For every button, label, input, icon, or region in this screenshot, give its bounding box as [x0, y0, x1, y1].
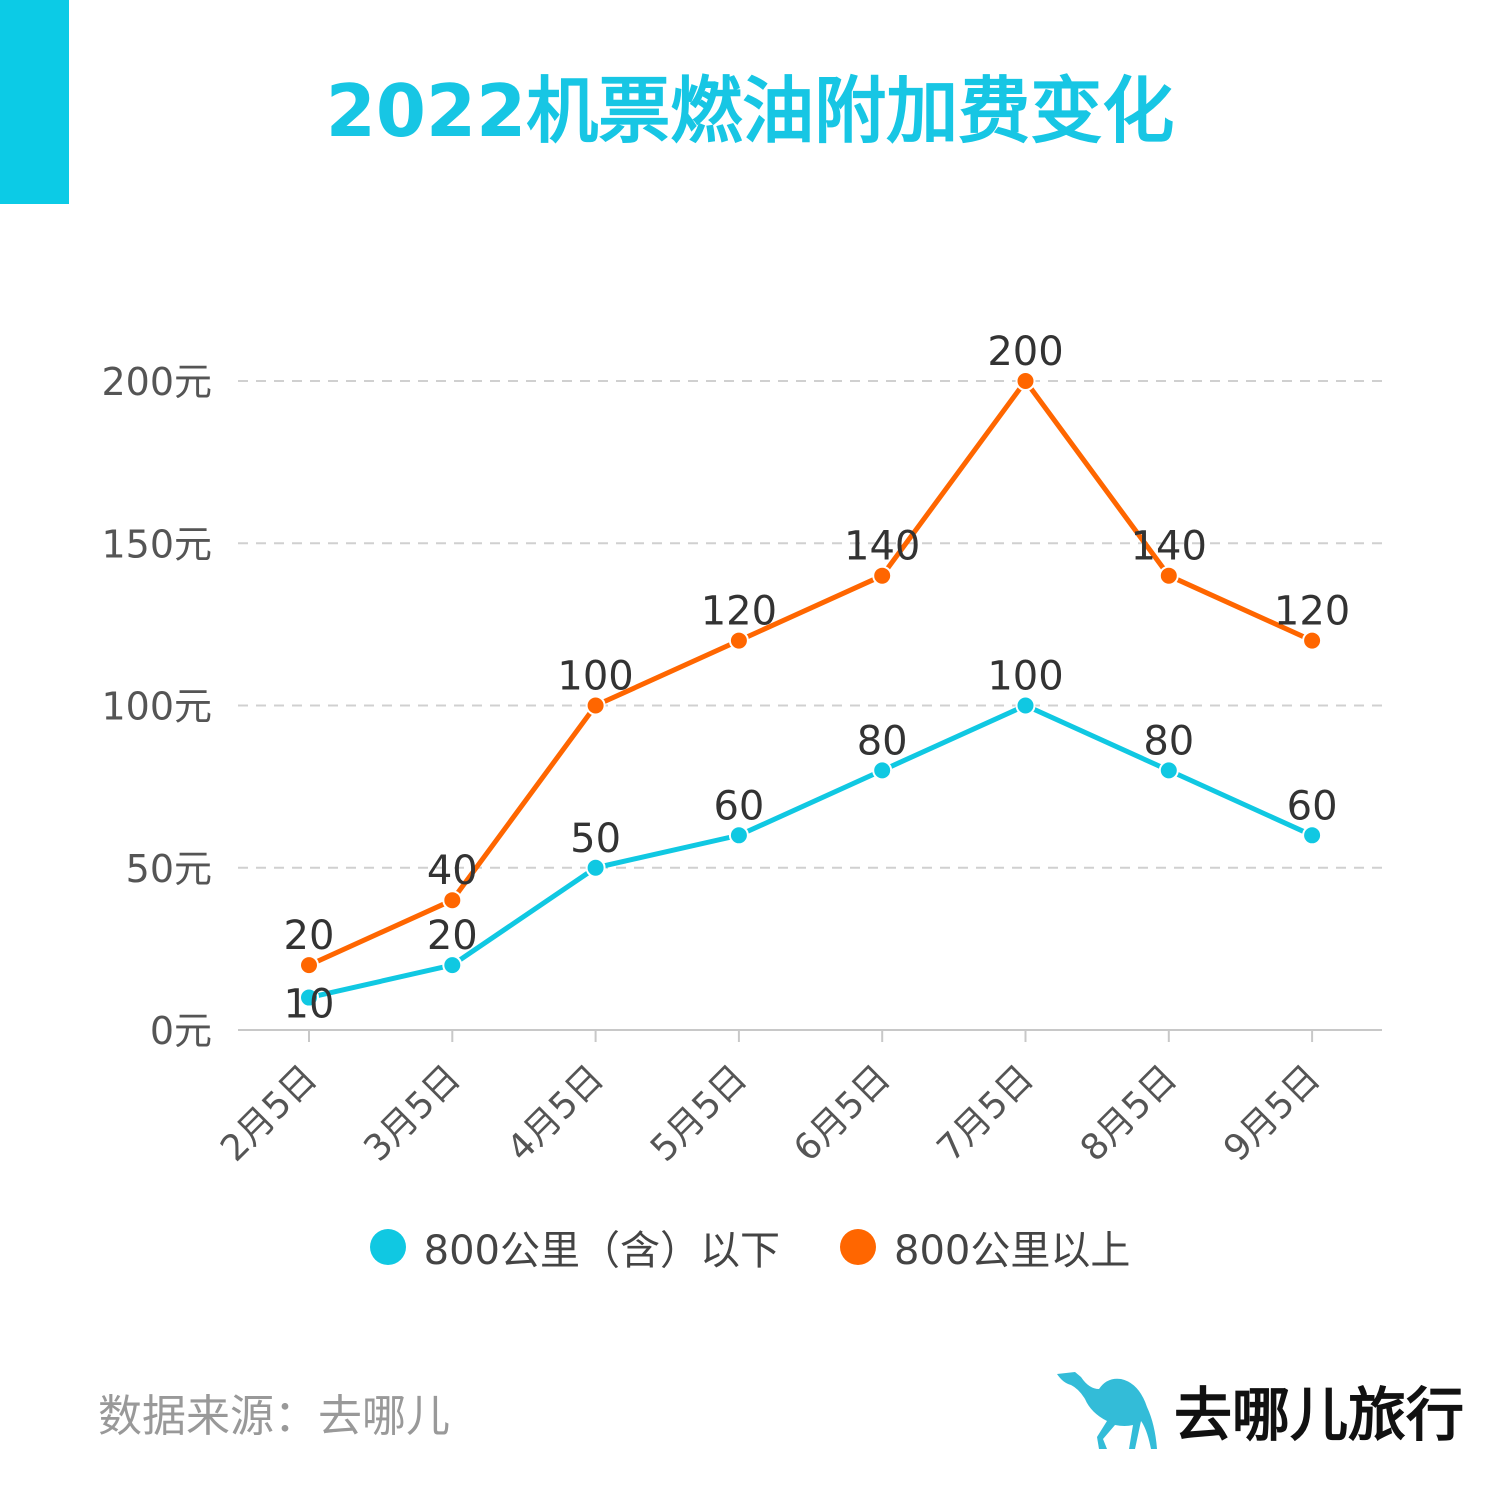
y-tick-label: 100元 [101, 685, 212, 729]
legend-label-series-2: 800公里以上 [894, 1228, 1131, 1274]
data-label: 200 [987, 329, 1063, 375]
data-source: 数据来源：去哪儿 [98, 1391, 450, 1442]
data-label: 100 [557, 654, 633, 700]
x-tick-label: 4月5日 [500, 1057, 612, 1169]
y-tick-label: 200元 [101, 360, 212, 404]
x-tick-label: 5月5日 [643, 1057, 755, 1169]
data-label: 140 [1131, 524, 1207, 570]
data-point [442, 955, 463, 976]
data-point [872, 565, 893, 586]
legend-marker-series-2 [840, 1229, 876, 1265]
data-point [1158, 565, 1179, 586]
x-tick-label: 2月5日 [213, 1057, 325, 1169]
data-label: 20 [427, 913, 478, 959]
data-label: 80 [1143, 718, 1194, 764]
x-tick-label: 3月5日 [356, 1057, 468, 1169]
data-point [872, 760, 893, 781]
data-label: 10 [284, 982, 335, 1028]
data-label: 120 [701, 589, 777, 635]
y-tick-label: 150元 [101, 522, 212, 566]
data-label: 50 [570, 816, 621, 862]
data-point [1158, 760, 1179, 781]
data-label: 60 [713, 783, 764, 829]
accent-bar [0, 0, 69, 204]
data-point [1015, 695, 1036, 716]
data-point [728, 630, 749, 651]
x-tick-label: 7月5日 [930, 1057, 1042, 1169]
x-tick-label: 8月5日 [1073, 1057, 1185, 1169]
data-label: 60 [1287, 783, 1338, 829]
x-tick-label: 6月5日 [786, 1057, 898, 1169]
legend-label-series-1: 800公里（含）以下 [423, 1228, 780, 1274]
data-label: 140 [844, 524, 920, 570]
x-tick-label: 9月5日 [1216, 1057, 1328, 1169]
y-tick-label: 50元 [126, 847, 212, 891]
data-label: 20 [284, 913, 335, 959]
data-point [1302, 630, 1323, 651]
qunar-logo: 去哪儿旅行 [1055, 1368, 1464, 1452]
data-point [299, 955, 319, 976]
data-point [728, 825, 749, 846]
legend-item-series-2[interactable]: 800公里以上 [840, 1218, 1130, 1276]
data-point [442, 890, 463, 911]
legend-item-series-1[interactable]: 800公里（含）以下 [369, 1218, 780, 1276]
legend-marker-series-1 [369, 1229, 406, 1265]
data-point [585, 695, 606, 716]
y-tick-label: 0元 [150, 1009, 212, 1053]
data-point [299, 987, 319, 1008]
data-point [1302, 825, 1323, 846]
chart-title: 2022机票燃油附加费变化 [325, 69, 1175, 153]
camel-icon [1057, 1372, 1157, 1449]
series-line-1 [308, 702, 1314, 1000]
data-label: 100 [987, 654, 1063, 700]
legend: 800公里（含）以下 800公里以上 [0, 1218, 1500, 1276]
data-point [1015, 371, 1036, 391]
data-label: 40 [427, 848, 478, 894]
data-label: 80 [857, 718, 908, 764]
logo-text: 去哪儿旅行 [1174, 1381, 1465, 1449]
data-point [585, 857, 606, 878]
series-line-2 [307, 376, 1314, 968]
data-label: 120 [1274, 589, 1350, 635]
